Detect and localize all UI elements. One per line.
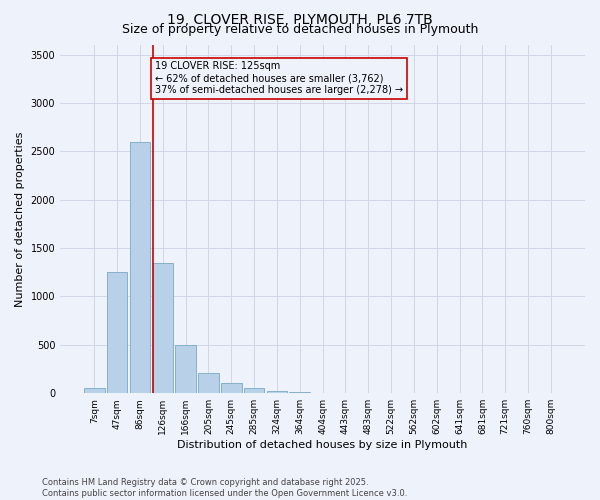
Bar bbox=[107, 272, 127, 393]
Text: Size of property relative to detached houses in Plymouth: Size of property relative to detached ho… bbox=[122, 22, 478, 36]
Bar bbox=[130, 142, 150, 393]
Text: 19 CLOVER RISE: 125sqm
← 62% of detached houses are smaller (3,762)
37% of semi-: 19 CLOVER RISE: 125sqm ← 62% of detached… bbox=[155, 62, 403, 94]
Bar bbox=[244, 388, 265, 393]
Bar bbox=[221, 382, 242, 393]
Bar bbox=[152, 262, 173, 393]
Text: Contains HM Land Registry data © Crown copyright and database right 2025.
Contai: Contains HM Land Registry data © Crown c… bbox=[42, 478, 407, 498]
Bar bbox=[266, 392, 287, 393]
Bar bbox=[175, 345, 196, 393]
Bar bbox=[84, 388, 104, 393]
X-axis label: Distribution of detached houses by size in Plymouth: Distribution of detached houses by size … bbox=[178, 440, 468, 450]
Y-axis label: Number of detached properties: Number of detached properties bbox=[15, 132, 25, 307]
Bar bbox=[289, 392, 310, 393]
Bar bbox=[198, 373, 219, 393]
Text: 19, CLOVER RISE, PLYMOUTH, PL6 7TB: 19, CLOVER RISE, PLYMOUTH, PL6 7TB bbox=[167, 12, 433, 26]
